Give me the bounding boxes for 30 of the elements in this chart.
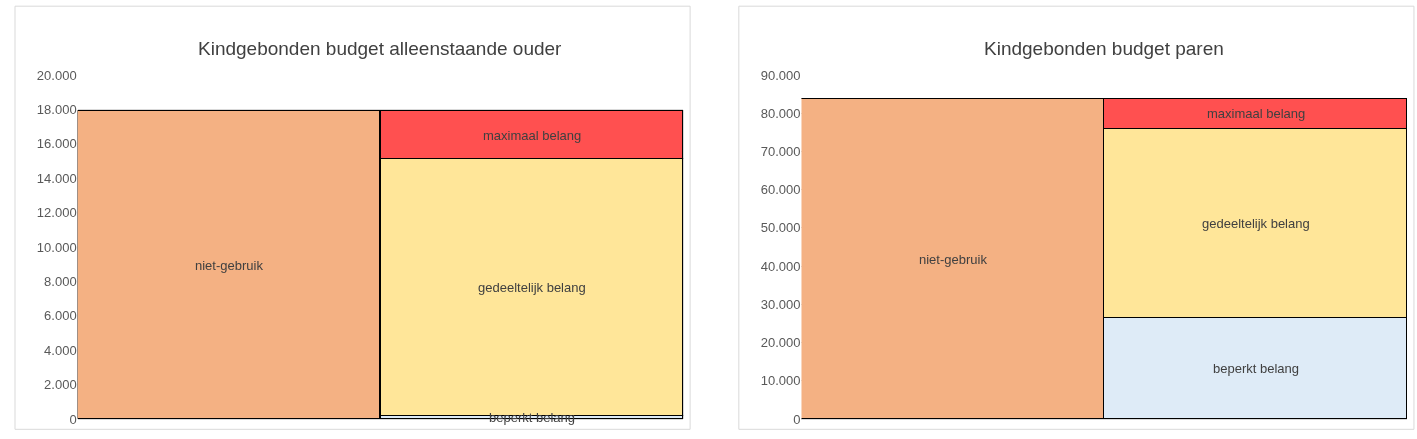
y-tick-label: 30.000 (760, 296, 801, 312)
y-tick-label: 14.000 (36, 170, 77, 186)
series-label: maximaal belang (1207, 106, 1306, 121)
y-tick-label: 12.000 (36, 205, 77, 221)
series-label: niet-gebruik (195, 258, 264, 273)
y-tick-label: 20.000 (36, 67, 77, 83)
y-tick-label: 70.000 (760, 143, 801, 159)
y-tick-label: 60.000 (760, 182, 801, 198)
series-label: maximaal belang (483, 128, 582, 143)
y-tick-label: 2.000 (44, 377, 77, 393)
series-label: beperkt belang (1213, 361, 1300, 376)
y-tick-label: 10.000 (36, 239, 77, 255)
series-label: gedeeltelijk belang (478, 280, 586, 295)
y-tick-label: 0 (793, 411, 801, 427)
y-tick-label: 4.000 (44, 342, 77, 358)
y-tick-label: 8.000 (44, 273, 77, 289)
y-tick-label: 50.000 (760, 220, 801, 236)
series-label: niet-gebruik (919, 252, 988, 267)
y-tick-label: 16.000 (36, 136, 77, 152)
y-tick-label: 20.000 (760, 335, 801, 351)
y-tick-label: 0 (69, 411, 77, 427)
y-tick-label: 90.000 (760, 67, 801, 83)
series-label: gedeeltelijk belang (1202, 216, 1310, 231)
y-tick-label: 10.000 (760, 373, 801, 389)
y-tick-label: 80.000 (760, 105, 801, 121)
y-tick-label: 40.000 (760, 258, 801, 274)
y-tick-label: 6.000 (44, 308, 77, 324)
chart-title: Kindgebonden budget alleenstaande ouder (198, 38, 563, 59)
chart-title: Kindgebonden budget paren (984, 38, 1224, 59)
y-tick-label: 18.000 (36, 101, 77, 117)
